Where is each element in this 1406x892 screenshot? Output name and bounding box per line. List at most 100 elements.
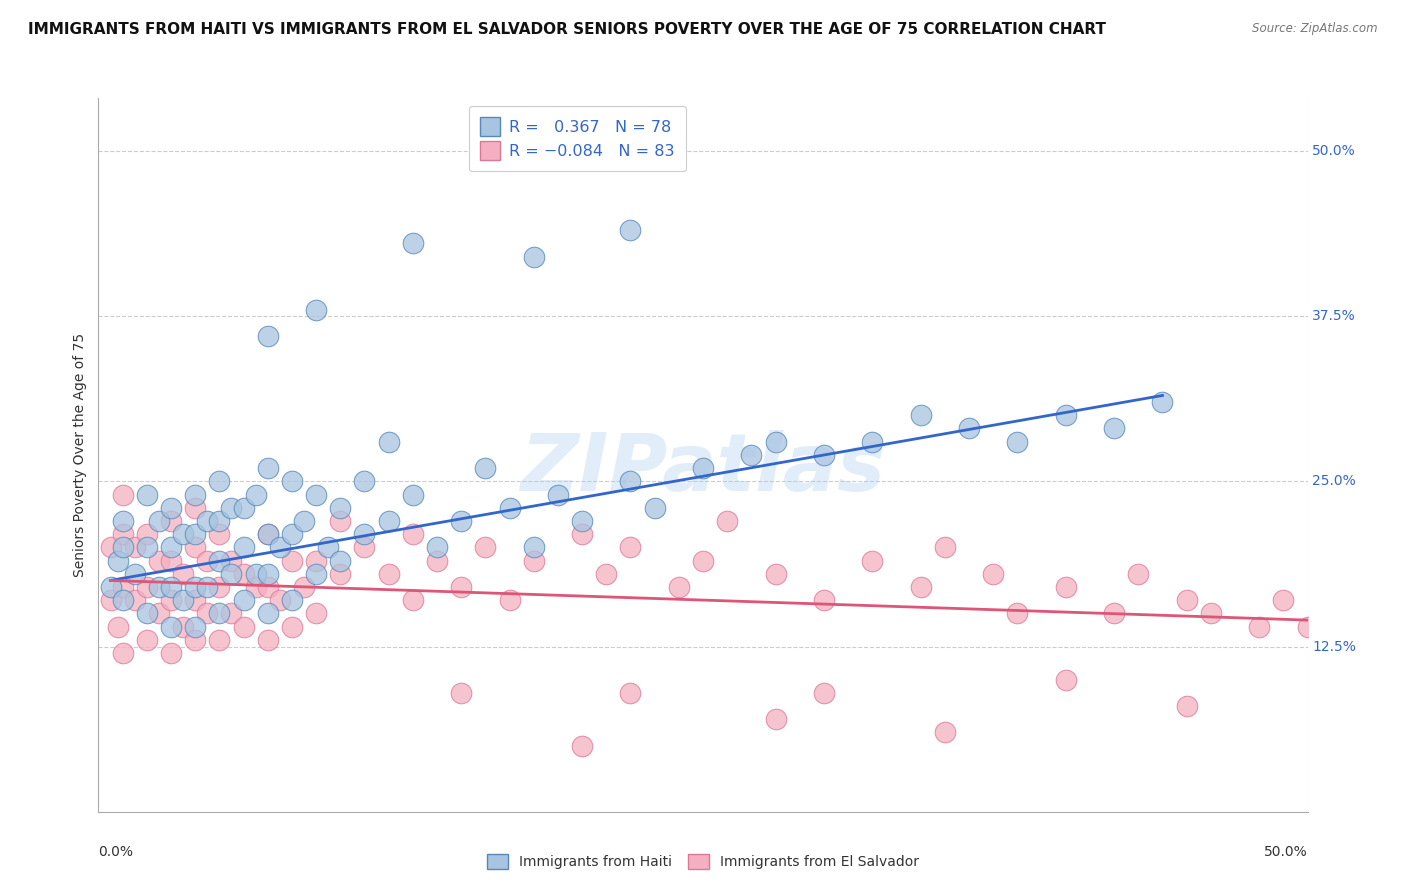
Point <box>184 527 207 541</box>
Point <box>232 620 254 634</box>
Point <box>221 607 243 621</box>
Point <box>195 514 218 528</box>
Point <box>107 620 129 634</box>
Point <box>1054 580 1077 594</box>
Point <box>160 514 183 528</box>
Point <box>292 514 315 528</box>
Point <box>1272 593 1295 607</box>
Point <box>160 580 183 594</box>
Point <box>281 475 304 489</box>
Point <box>256 329 278 343</box>
Point <box>450 514 472 528</box>
Point <box>256 632 278 647</box>
Point <box>160 593 183 607</box>
Point <box>269 541 291 555</box>
Point <box>184 580 207 594</box>
Point <box>111 487 134 501</box>
Point <box>619 686 641 700</box>
Point <box>184 487 207 501</box>
Point <box>245 566 267 581</box>
Point <box>402 236 425 251</box>
Point <box>377 514 399 528</box>
Point <box>910 409 932 423</box>
Point <box>111 580 134 594</box>
Point <box>232 500 254 515</box>
Point <box>160 646 183 660</box>
Point <box>292 580 315 594</box>
Point <box>111 593 134 607</box>
Point <box>148 607 170 621</box>
Point <box>208 554 231 568</box>
Text: 50.0%: 50.0% <box>1312 144 1357 158</box>
Point <box>1249 620 1271 634</box>
Point <box>547 487 569 501</box>
Point <box>184 620 207 634</box>
Point <box>305 487 328 501</box>
Point <box>148 554 170 568</box>
Point <box>245 487 267 501</box>
Point <box>208 475 231 489</box>
Point <box>232 593 254 607</box>
Point <box>100 580 122 594</box>
Point <box>184 632 207 647</box>
Point <box>1175 698 1198 713</box>
Point <box>208 607 231 621</box>
Point <box>281 593 304 607</box>
Point <box>160 554 183 568</box>
Point <box>124 566 146 581</box>
Point <box>523 541 546 555</box>
Point <box>232 541 254 555</box>
Point <box>305 566 328 581</box>
Point <box>305 302 328 317</box>
Point <box>195 607 218 621</box>
Text: Source: ZipAtlas.com: Source: ZipAtlas.com <box>1253 22 1378 36</box>
Point <box>107 554 129 568</box>
Point <box>644 500 666 515</box>
Point <box>619 541 641 555</box>
Point <box>1102 607 1125 621</box>
Point <box>221 554 243 568</box>
Point <box>910 580 932 594</box>
Text: 12.5%: 12.5% <box>1312 640 1357 654</box>
Point <box>571 527 593 541</box>
Point <box>765 712 787 726</box>
Point <box>208 632 231 647</box>
Point <box>111 514 134 528</box>
Point <box>148 580 170 594</box>
Point <box>571 514 593 528</box>
Point <box>402 527 425 541</box>
Point <box>111 646 134 660</box>
Point <box>256 566 278 581</box>
Point <box>232 566 254 581</box>
Text: 50.0%: 50.0% <box>1264 845 1308 859</box>
Point <box>981 566 1004 581</box>
Point <box>281 527 304 541</box>
Point <box>353 527 375 541</box>
Point <box>208 580 231 594</box>
Point <box>860 434 883 449</box>
Point <box>1199 607 1222 621</box>
Point <box>256 461 278 475</box>
Point <box>353 475 375 489</box>
Point <box>329 554 352 568</box>
Point <box>160 620 183 634</box>
Point <box>860 554 883 568</box>
Point <box>184 500 207 515</box>
Point <box>498 593 520 607</box>
Point <box>195 580 218 594</box>
Point <box>595 566 617 581</box>
Text: 37.5%: 37.5% <box>1312 310 1357 323</box>
Point <box>523 554 546 568</box>
Point <box>172 527 194 541</box>
Point <box>619 223 641 237</box>
Point <box>426 554 449 568</box>
Point <box>172 566 194 581</box>
Point <box>148 514 170 528</box>
Point <box>316 541 339 555</box>
Point <box>256 527 278 541</box>
Text: IMMIGRANTS FROM HAITI VS IMMIGRANTS FROM EL SALVADOR SENIORS POVERTY OVER THE AG: IMMIGRANTS FROM HAITI VS IMMIGRANTS FROM… <box>28 22 1107 37</box>
Point <box>195 554 218 568</box>
Point <box>245 580 267 594</box>
Point <box>269 593 291 607</box>
Point <box>208 514 231 528</box>
